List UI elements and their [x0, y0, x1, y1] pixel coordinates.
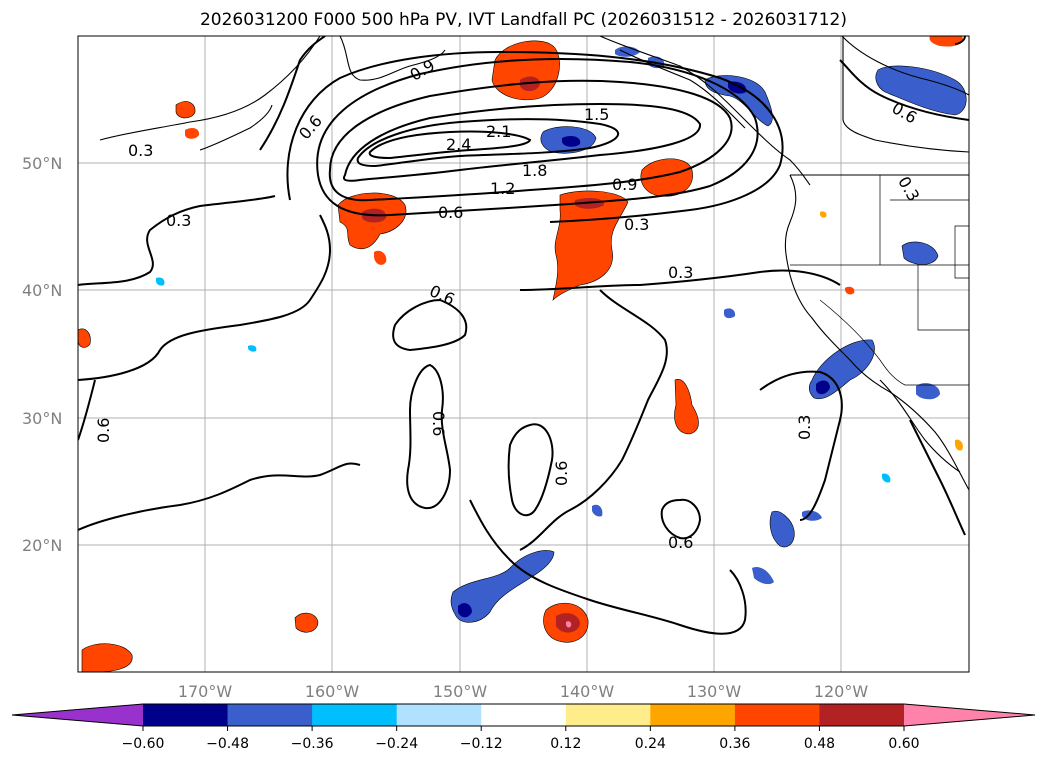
lat-axis: 50°N 40°N 30°N 20°N — [22, 154, 62, 555]
lon-tick-label: 140°W — [560, 682, 615, 701]
contour-label: 1.2 — [490, 179, 515, 198]
anomaly-fill — [955, 439, 963, 451]
contour-label: 2.4 — [446, 135, 471, 154]
anomaly-fill — [566, 621, 572, 628]
contour-label: 0.6 — [94, 418, 113, 443]
colorbar-segment — [312, 704, 398, 726]
political-borders — [790, 175, 969, 386]
anomaly-fill — [592, 504, 603, 517]
lon-tick-label: 130°W — [687, 682, 742, 701]
colorbar-tick-label: 0.60 — [888, 736, 919, 752]
lat-tick-label: 30°N — [22, 409, 62, 428]
anomaly-fill — [845, 286, 855, 295]
lat-tick-label: 40°N — [22, 281, 62, 300]
colorbar-tick-label: −0.24 — [375, 736, 418, 752]
anomaly-fill — [156, 277, 165, 286]
anomaly-fill — [816, 380, 830, 395]
anomaly-fill — [875, 65, 967, 116]
anomaly-fill — [929, 36, 963, 47]
anomaly-fill — [916, 383, 940, 400]
anomaly-fill — [724, 308, 736, 319]
lon-axis: 170°W 160°W 150°W 140°W 130°W 120°W — [178, 682, 869, 701]
colorbar-segment — [565, 704, 651, 726]
colorbar-segment — [227, 704, 313, 726]
colorbar-segment — [819, 704, 905, 726]
anomaly-fill — [882, 473, 891, 483]
anomaly-fill — [901, 241, 939, 265]
anomaly-fill — [78, 328, 91, 348]
contour-label: 0.3 — [166, 211, 191, 230]
colorbar-segment — [734, 704, 820, 726]
colorbar-tick-label: 0.24 — [635, 736, 666, 752]
anomaly-fill — [802, 510, 822, 521]
colorbar-segment — [650, 704, 736, 726]
anomaly-fill — [820, 211, 827, 218]
colorbar-tick-label: 0.36 — [719, 736, 750, 752]
contour-label: 0.9 — [612, 175, 637, 194]
anomaly-fill — [185, 127, 200, 139]
contour-label: 0.6 — [552, 461, 571, 486]
lon-tick-label: 170°W — [178, 682, 233, 701]
colorbar-tick-label: 0.48 — [804, 736, 835, 752]
colorbar-extend-high — [904, 704, 1035, 726]
lon-tick-label: 150°W — [433, 682, 488, 701]
anomaly-fill — [752, 566, 774, 585]
map-title: 2026031200 F000 500 hPa PV, IVT Landfall… — [199, 10, 847, 30]
anomaly-fill — [640, 158, 693, 197]
lon-tick-label: 120°W — [814, 682, 869, 701]
anomaly-fill — [374, 250, 387, 265]
colorbar-tick-label: −0.48 — [206, 736, 249, 752]
colorbar-tick-label: −0.12 — [460, 736, 503, 752]
lon-tick-label: 160°W — [305, 682, 360, 701]
anomaly-fill — [175, 101, 196, 119]
anomaly-fill — [728, 81, 747, 94]
contour-label: 0.3 — [128, 141, 153, 160]
contour-label: 0.3 — [624, 215, 649, 234]
colorbar-tick-label: −0.36 — [291, 736, 334, 752]
contour-label: 0.6 — [438, 203, 463, 222]
negative-anomaly-fills — [156, 46, 967, 623]
anomaly-fill — [562, 136, 581, 147]
contour-label: 1.8 — [522, 161, 547, 180]
contour-label: 0.3 — [795, 415, 814, 440]
map-border — [77, 35, 970, 673]
colorbar-extend-low — [12, 704, 143, 726]
coastlines — [99, 36, 969, 491]
colorbar-segment — [143, 704, 229, 726]
colorbar-segment — [481, 704, 567, 726]
colorbar: −0.60 −0.48 −0.36 −0.24 −0.12 0.12 0.24 0.36 0.4… — [11, 703, 1036, 752]
contour-label: 0.6 — [429, 411, 448, 436]
lat-tick-label: 20°N — [22, 536, 62, 555]
lat-tick-label: 50°N — [22, 154, 62, 173]
colorbar-tick-label: 0.12 — [550, 736, 581, 752]
colorbar-tick-label: −0.60 — [122, 736, 165, 752]
anomaly-fill — [248, 345, 257, 352]
contour-label: 0.6 — [668, 533, 693, 552]
anomaly-fill — [769, 510, 795, 548]
anomaly-fill — [450, 550, 555, 623]
contour-label: 2.1 — [486, 122, 511, 141]
pv-contours — [78, 36, 969, 635]
anomaly-fill — [458, 603, 472, 618]
contour-label: 0.3 — [668, 263, 693, 282]
anomaly-fill — [294, 612, 319, 633]
positive-anomaly-fills — [78, 36, 963, 672]
anomaly-fill — [674, 379, 699, 435]
contour-label: 1.5 — [584, 105, 609, 124]
colorbar-segment — [396, 704, 482, 726]
